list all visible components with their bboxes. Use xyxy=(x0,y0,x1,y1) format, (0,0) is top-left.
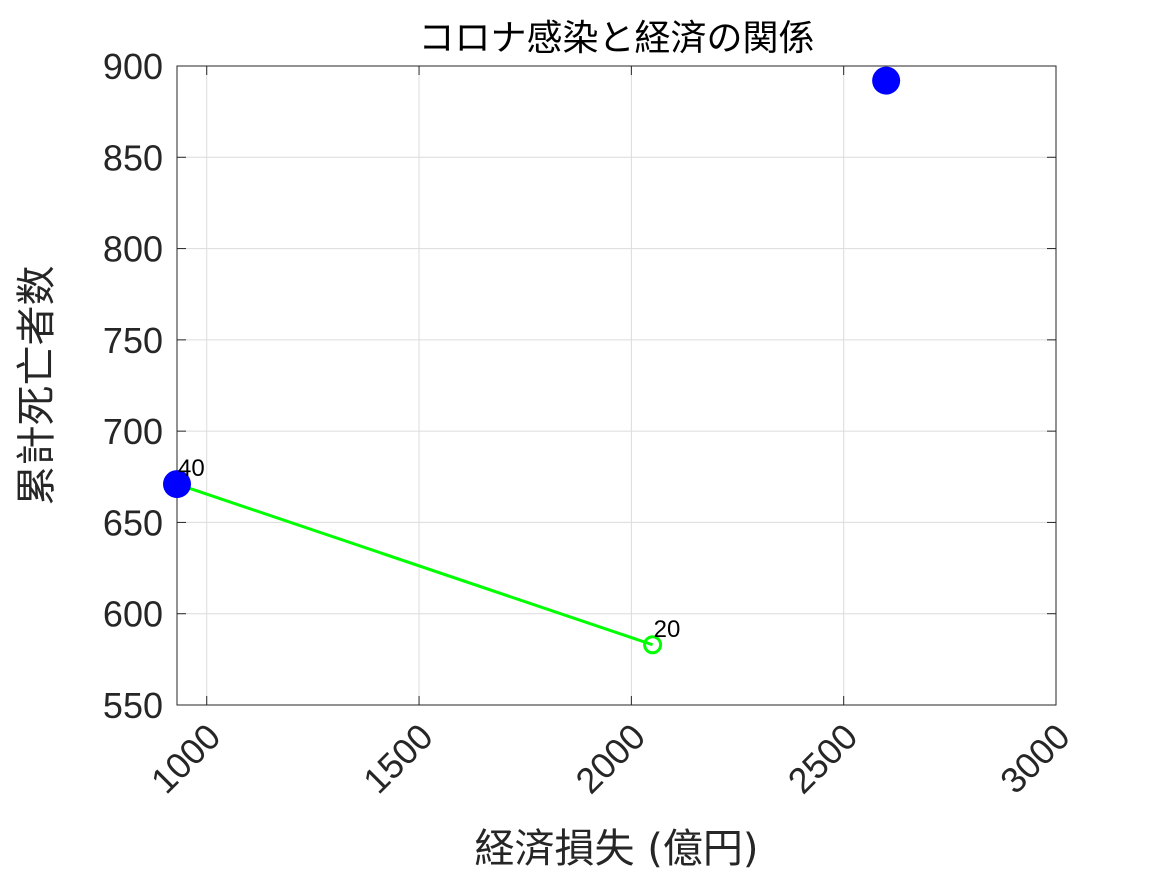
x-tick-label: 3000 xyxy=(992,716,1078,802)
y-tick-label: 750 xyxy=(103,320,163,361)
y-tick-label: 600 xyxy=(103,594,163,635)
y-axis-title: 累計死亡者数 xyxy=(14,266,60,506)
open-circle-point xyxy=(643,635,663,655)
point-label: 20 xyxy=(654,616,681,643)
series-line xyxy=(176,482,654,647)
grid xyxy=(177,65,1057,706)
y-tick-label: 800 xyxy=(103,229,163,270)
x-tick-label: 2500 xyxy=(780,716,866,802)
axis-ticks: 1000 1500 2000 2500 3000 550 600 650 700 750 800 85… xyxy=(103,46,1078,801)
plot-area xyxy=(176,65,1057,706)
y-tick-label: 650 xyxy=(103,502,163,543)
filled-circle-point xyxy=(872,66,901,95)
chart-title: コロナ感染と経済の関係 xyxy=(418,18,814,59)
x-tick-label: 1500 xyxy=(355,716,441,802)
y-tick-label: 900 xyxy=(103,46,163,87)
x-tick-label: 2000 xyxy=(567,716,653,802)
filled-circle-point xyxy=(163,470,191,499)
y-tick-label: 550 xyxy=(103,685,163,726)
x-tick-label: 1000 xyxy=(143,716,229,802)
point-label: 40 xyxy=(178,455,205,482)
x-axis-title: 経済損失 (億円) xyxy=(475,826,759,872)
y-tick-label: 850 xyxy=(103,137,163,178)
y-tick-label: 700 xyxy=(103,411,163,452)
